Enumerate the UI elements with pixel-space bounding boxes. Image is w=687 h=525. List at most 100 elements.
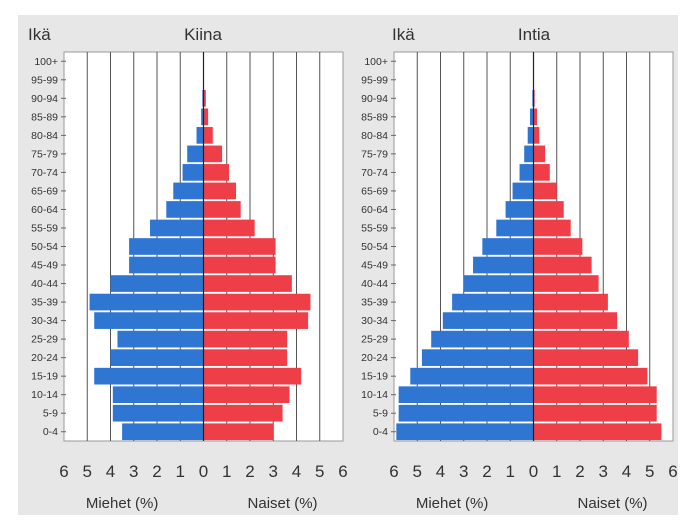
y-tick-label: 70-74 bbox=[361, 167, 388, 179]
bar-female-55-59 bbox=[203, 219, 255, 237]
bar-female-60-64 bbox=[533, 201, 564, 218]
x-tick-label: 3 bbox=[269, 462, 278, 481]
bar-male-85-89 bbox=[530, 108, 534, 126]
y-tick-label: 85-89 bbox=[361, 111, 388, 123]
y-tick-label: 95-99 bbox=[31, 74, 58, 86]
x-tick-label: 1 bbox=[506, 462, 515, 481]
y-tick-label: 5-9 bbox=[43, 408, 58, 420]
bar-male-55-59 bbox=[150, 219, 204, 237]
y-tick-label: 65-69 bbox=[361, 185, 388, 197]
bar-female-20-24 bbox=[533, 349, 639, 366]
y-tick-label: 60-64 bbox=[31, 204, 58, 216]
y-tick-label: 40-44 bbox=[31, 278, 58, 290]
y-tick-label: 100+ bbox=[34, 56, 58, 68]
bar-female-85-89 bbox=[533, 108, 537, 126]
y-tick-label: 75-79 bbox=[361, 148, 388, 160]
bar-female-10-14 bbox=[533, 386, 657, 404]
x-tick-label: 4 bbox=[436, 462, 445, 481]
y-tick-label: 45-49 bbox=[31, 260, 58, 272]
x-tick-label: 6 bbox=[389, 462, 398, 481]
bar-male-0-4 bbox=[122, 423, 204, 441]
bar-male-65-69 bbox=[173, 182, 204, 200]
bar-male-20-24 bbox=[421, 349, 534, 366]
bar-female-50-54 bbox=[203, 238, 276, 255]
bar-male-70-74 bbox=[519, 164, 534, 181]
x-tick-label: 4 bbox=[622, 462, 631, 481]
bar-male-75-79 bbox=[187, 145, 204, 163]
pyramid-chart-2: 100+ 95-99 90-94 85-89 80-84 75-79 70-74 65-69 6… bbox=[361, 25, 678, 512]
bar-male-65-69 bbox=[512, 182, 534, 200]
bar-female-30-34 bbox=[203, 312, 309, 329]
bar-female-5-9 bbox=[533, 404, 657, 422]
x-tick-label: 4 bbox=[292, 462, 301, 481]
bar-female-75-79 bbox=[533, 145, 546, 163]
bar-male-75-79 bbox=[524, 145, 534, 163]
bar-female-35-39 bbox=[533, 293, 608, 311]
x-tick-label: 6 bbox=[59, 462, 68, 481]
y-tick-label: 0-4 bbox=[43, 426, 58, 438]
bar-male-50-54 bbox=[129, 238, 204, 255]
x-tick-label: 0 bbox=[199, 462, 208, 481]
bar-female-10-14 bbox=[203, 386, 290, 404]
y-tick-label: 30-34 bbox=[31, 315, 58, 327]
y-tick-label: 75-79 bbox=[31, 148, 58, 160]
x-tick-label: 3 bbox=[459, 462, 468, 481]
bar-male-55-59 bbox=[496, 219, 534, 237]
bar-female-5-9 bbox=[203, 404, 283, 422]
y-tick-label: 30-34 bbox=[361, 315, 388, 327]
bar-female-90-94 bbox=[203, 89, 206, 107]
x-tick-label: 1 bbox=[222, 462, 231, 481]
bar-male-30-34 bbox=[94, 312, 204, 329]
y-axis-title: Ikä bbox=[28, 25, 51, 44]
bar-male-60-64 bbox=[505, 201, 534, 218]
x-tick-label: 5 bbox=[645, 462, 654, 481]
bar-female-30-34 bbox=[533, 312, 618, 329]
y-tick-label: 50-54 bbox=[361, 241, 388, 253]
bar-male-15-19 bbox=[94, 367, 204, 385]
bar-male-0-4 bbox=[396, 423, 534, 441]
x-tick-label: 3 bbox=[129, 462, 138, 481]
bar-female-50-54 bbox=[533, 238, 583, 255]
bar-male-35-39 bbox=[452, 293, 534, 311]
pyramid-chart-1: 100+ 95-99 90-94 85-89 80-84 75-79 70-74 65-69 6… bbox=[28, 25, 348, 512]
bar-male-40-44 bbox=[110, 275, 204, 292]
x-tick-label: 5 bbox=[315, 462, 324, 481]
bar-female-25-29 bbox=[203, 330, 288, 348]
bar-female-80-84 bbox=[533, 127, 540, 144]
chart-title: Kiina bbox=[184, 25, 222, 44]
bar-female-15-19 bbox=[203, 367, 302, 385]
bar-male-60-64 bbox=[166, 201, 204, 218]
y-tick-label: 40-44 bbox=[361, 278, 388, 290]
x-axis-title-female: Naiset (%) bbox=[578, 495, 648, 512]
y-tick-label: 70-74 bbox=[31, 167, 58, 179]
y-tick-label: 15-19 bbox=[361, 371, 388, 383]
bar-male-80-84 bbox=[196, 127, 204, 144]
x-tick-label: 2 bbox=[482, 462, 491, 481]
x-tick-label: 6 bbox=[338, 462, 347, 481]
bar-male-25-29 bbox=[117, 330, 204, 348]
x-axis-title-male: Miehet (%) bbox=[416, 495, 489, 512]
bar-female-20-24 bbox=[203, 349, 288, 366]
bar-male-85-89 bbox=[201, 108, 204, 126]
y-tick-label: 25-29 bbox=[31, 334, 58, 346]
bar-female-75-79 bbox=[203, 145, 223, 163]
y-tick-label: 20-24 bbox=[31, 352, 58, 364]
bar-male-45-49 bbox=[129, 256, 204, 274]
bar-male-15-19 bbox=[410, 367, 534, 385]
y-tick-label: 25-29 bbox=[361, 334, 388, 346]
bar-male-80-84 bbox=[527, 127, 534, 144]
bar-female-65-69 bbox=[203, 182, 237, 200]
y-tick-label: 10-14 bbox=[361, 389, 388, 401]
bar-male-5-9 bbox=[398, 404, 534, 422]
bar-female-40-44 bbox=[533, 275, 599, 292]
y-tick-label: 100+ bbox=[364, 56, 388, 68]
x-tick-label: 3 bbox=[599, 462, 608, 481]
x-tick-label: 0 bbox=[529, 462, 538, 481]
bar-male-5-9 bbox=[112, 404, 204, 422]
bar-male-10-14 bbox=[112, 386, 204, 404]
bar-male-40-44 bbox=[463, 275, 534, 292]
x-tick-label: 1 bbox=[176, 462, 185, 481]
x-tick-label: 2 bbox=[245, 462, 254, 481]
